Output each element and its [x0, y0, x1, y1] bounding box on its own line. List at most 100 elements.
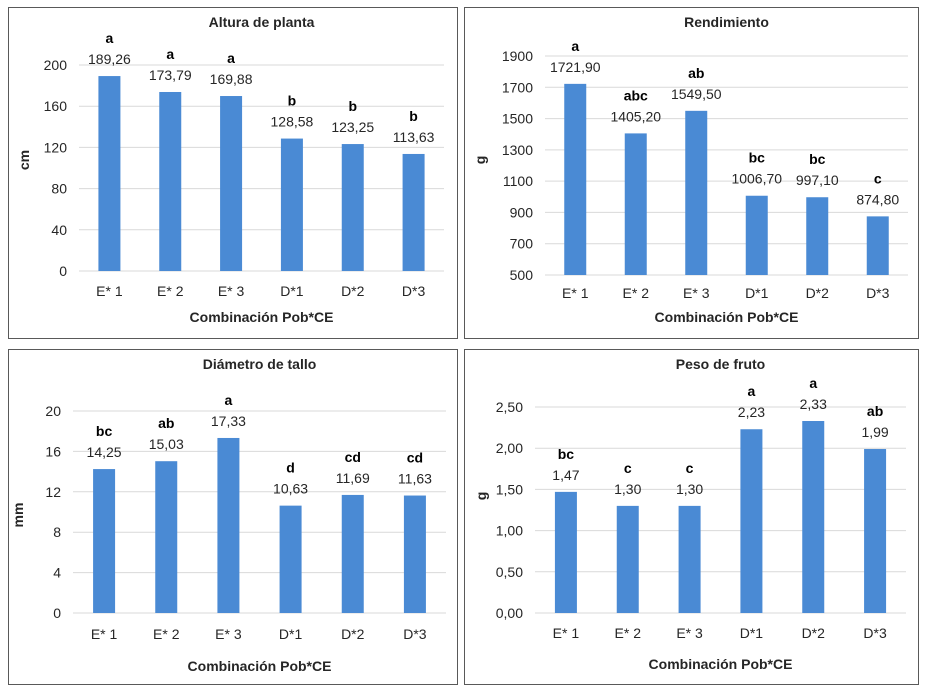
bar: [155, 461, 178, 613]
significance-letter: bc: [558, 446, 575, 462]
value-label: 1721,90: [550, 59, 601, 75]
y-tick-label: 0,00: [496, 605, 523, 621]
value-label: 10,63: [273, 481, 308, 497]
significance-letter: a: [106, 30, 114, 46]
x-tick-label: D*1: [279, 626, 303, 642]
y-axis-label: mm: [10, 503, 26, 528]
y-axis-label: g: [473, 492, 489, 501]
significance-letter: b: [409, 108, 418, 124]
x-tick-label: E* 1: [562, 285, 589, 301]
x-tick-label: D*1: [280, 283, 304, 299]
significance-letter: c: [874, 170, 882, 186]
significance-letter: bc: [96, 423, 113, 439]
x-axis-label: Combinación Pob*CE: [190, 309, 334, 325]
x-tick-label: E* 2: [615, 625, 642, 641]
x-tick-label: D*2: [341, 283, 365, 299]
y-tick-label: 0: [59, 263, 67, 279]
x-axis-label: Combinación Pob*CE: [188, 658, 332, 674]
x-tick-label: E* 1: [96, 283, 123, 299]
y-tick-label: 8: [53, 524, 61, 540]
x-tick-label: E* 3: [215, 626, 242, 642]
bar: [678, 505, 701, 613]
value-label: 1405,20: [610, 108, 661, 124]
x-tick-label: E* 2: [153, 626, 180, 642]
y-tick-label: 700: [510, 236, 534, 252]
chart-title: Rendimiento: [684, 14, 769, 30]
bar: [624, 133, 647, 275]
y-tick-label: 1100: [503, 173, 533, 189]
x-axis-label: Combinación Pob*CE: [655, 309, 799, 325]
value-label: 128,58: [271, 114, 314, 130]
significance-letter: bc: [749, 150, 766, 166]
value-label: 1549,50: [671, 86, 722, 102]
value-label: 1,30: [614, 481, 641, 497]
x-tick-label: D*3: [403, 626, 427, 642]
x-tick-label: E* 1: [553, 625, 580, 641]
y-tick-label: 12: [45, 484, 61, 500]
y-tick-label: 80: [51, 181, 67, 197]
significance-letter: ab: [688, 65, 704, 81]
bar: [98, 76, 121, 272]
x-axis-label: Combinación Pob*CE: [649, 656, 793, 672]
y-tick-label: 0,50: [496, 564, 523, 580]
value-label: 874,80: [856, 191, 899, 207]
value-label: 2,33: [800, 396, 827, 412]
chart-svg-rendimiento: 500 700 900 1100 1300 1500 1700 1900 1721,90 a E* …: [472, 14, 908, 325]
significance-letter: a: [748, 383, 756, 399]
chart-panel-peso: 0,00 0,50 1,00 1,50 2,00 2,50 1,47 bc E* 1 1,30 c E…: [464, 349, 919, 685]
y-tick-label: 40: [51, 222, 67, 238]
x-tick-label: D*1: [740, 625, 764, 641]
x-tick-label: E* 2: [157, 283, 184, 299]
bar: [554, 491, 577, 613]
x-tick-label: E* 3: [683, 285, 710, 301]
bar: [616, 505, 639, 613]
significance-letter: cd: [345, 449, 361, 465]
y-tick-label: 1700: [502, 79, 533, 95]
x-tick-label: D*2: [806, 285, 830, 301]
bar: [341, 144, 364, 271]
value-label: 11,69: [336, 470, 370, 486]
bar: [341, 494, 364, 613]
x-tick-label: D*1: [745, 285, 769, 301]
x-tick-label: D*3: [866, 285, 890, 301]
significance-letter: c: [686, 460, 694, 476]
x-tick-label: E* 3: [218, 283, 245, 299]
value-label: 1,99: [861, 424, 888, 440]
bar: [159, 91, 182, 271]
bar: [280, 138, 303, 271]
significance-letter: c: [624, 460, 632, 476]
chart-title: Diámetro de tallo: [203, 356, 317, 372]
y-tick-label: 16: [45, 443, 61, 459]
y-tick-label: 1300: [502, 142, 533, 158]
y-axis-label: g: [472, 156, 488, 165]
chart-panel-altura: 0 40 80 120 160 200 189,26 a E* 1 173,79 a E* 2 169,…: [8, 7, 458, 339]
value-label: 1,47: [552, 467, 579, 483]
bar: [864, 449, 887, 613]
bar: [217, 437, 240, 613]
value-label: 2,23: [738, 404, 765, 420]
y-tick-label: 1900: [502, 48, 533, 64]
y-tick-label: 1,50: [496, 481, 523, 497]
significance-letter: ab: [158, 415, 174, 431]
value-label: 15,03: [149, 436, 184, 452]
value-label: 1,30: [676, 481, 703, 497]
significance-letter: b: [348, 98, 357, 114]
significance-letter: b: [288, 93, 297, 109]
significance-letter: a: [809, 375, 817, 391]
significance-letter: d: [286, 460, 295, 476]
significance-letter: ab: [867, 403, 883, 419]
y-tick-label: 200: [44, 57, 68, 73]
x-tick-label: D*2: [802, 625, 826, 641]
chart-svg-altura: 0 40 80 120 160 200 189,26 a E* 1 173,79 a E* 2 169,…: [16, 14, 444, 325]
y-tick-label: 120: [44, 139, 68, 155]
x-tick-label: E* 3: [676, 625, 703, 641]
bar: [685, 110, 708, 275]
bar: [740, 429, 763, 613]
x-tick-label: D*2: [341, 626, 365, 642]
bar: [806, 197, 829, 275]
value-label: 173,79: [149, 67, 192, 83]
y-tick-label: 500: [510, 267, 534, 283]
y-axis-label: cm: [16, 150, 32, 170]
bar: [93, 469, 116, 613]
x-tick-label: D*3: [402, 283, 426, 299]
